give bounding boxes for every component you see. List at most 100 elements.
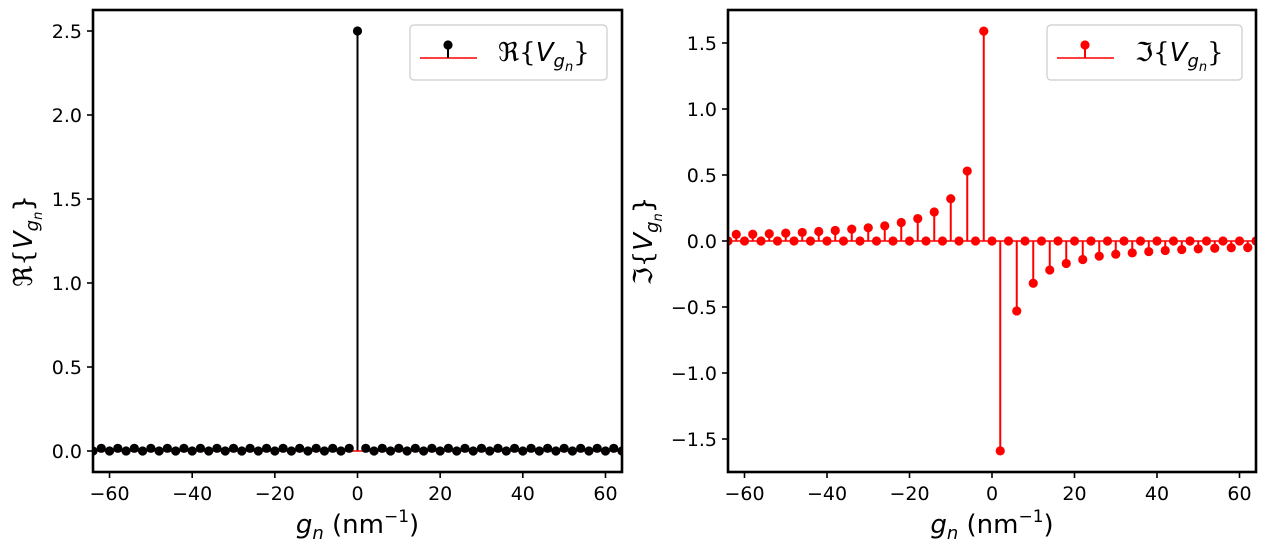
x-tick-label: 60 [1227, 483, 1251, 505]
data-point [1078, 254, 1088, 265]
data-point [781, 228, 791, 238]
data-point [253, 446, 263, 456]
y-axis-label-subsub: n [31, 212, 46, 220]
data-point [518, 446, 528, 456]
legend-label-var: V [1170, 38, 1190, 68]
data-point [344, 443, 354, 453]
x-axis-label-sup: −1 [384, 507, 409, 527]
data-point [154, 446, 164, 456]
data-point [896, 217, 906, 228]
legend-label-var: V [536, 38, 556, 68]
y-tick-label: 0.0 [687, 231, 717, 253]
legend-label-sub: g [1187, 51, 1198, 72]
y-tick-label: 2.0 [52, 105, 82, 127]
data-point [1135, 236, 1146, 246]
data-point [443, 443, 454, 453]
data-point [96, 443, 106, 453]
y-axis-label-sub: g [642, 221, 663, 232]
data-point [739, 236, 750, 246]
data-point [1053, 236, 1063, 246]
legend-box [409, 24, 608, 81]
data-point [1160, 245, 1170, 256]
data-point [1036, 236, 1047, 246]
x-tick-label: 40 [511, 483, 535, 505]
y-tick-label: 1.5 [687, 33, 717, 55]
plot-area [728, 26, 1256, 456]
x-tick-label: 20 [1062, 483, 1086, 505]
x-tick-label: −40 [172, 483, 212, 505]
data-point [237, 446, 247, 456]
y-axis-label-suffix: } [629, 197, 659, 214]
data-point [600, 446, 611, 456]
legend-marker-handle [1080, 40, 1090, 50]
y-axis-label-prefix: ℑ{ [629, 251, 659, 286]
y-tick-label: 1.0 [687, 99, 717, 121]
x-tick-label: 40 [1145, 483, 1169, 505]
data-point [245, 443, 255, 453]
data-point [394, 443, 404, 453]
data-point [427, 443, 437, 453]
data-point [113, 443, 123, 453]
y-tick-label: 1.0 [52, 273, 82, 295]
y-axis-label: ℑ{Vgn} [629, 197, 666, 286]
data-point [303, 446, 313, 456]
data-point [460, 443, 470, 453]
data-point [171, 446, 181, 456]
data-point [1119, 236, 1129, 246]
data-point [748, 229, 758, 239]
data-point [476, 443, 487, 453]
data-point [543, 443, 553, 453]
data-point [576, 443, 586, 453]
data-point [1102, 236, 1113, 246]
data-point [129, 443, 139, 453]
legend-label: ℜ{Vgn} [498, 38, 590, 75]
data-point [559, 443, 569, 453]
data-point [377, 443, 387, 453]
data-point [534, 446, 544, 456]
data-point [1144, 246, 1154, 257]
plot-area [93, 26, 622, 456]
x-axis-label-close: ) [409, 510, 419, 540]
data-point [1045, 265, 1055, 275]
x-tick-label: −60 [89, 483, 129, 505]
data-point [220, 446, 230, 456]
data-point [979, 26, 989, 36]
x-tick-label: −40 [807, 483, 847, 505]
y-tick-label: −0.5 [671, 297, 717, 319]
x-axis-label-unit: (nm [324, 510, 384, 540]
x-axis-label-unit: (nm [958, 510, 1018, 540]
legend-label-subsub: n [1199, 60, 1207, 75]
data-point [352, 26, 363, 36]
data-point [1094, 251, 1104, 261]
data-point [847, 224, 857, 234]
data-point [204, 446, 214, 456]
y-axis-label-var: V [629, 231, 659, 251]
x-tick-label: −60 [724, 483, 764, 505]
data-point [1234, 236, 1245, 246]
data-point [731, 229, 741, 239]
legend-label-prefix: ℜ{ [498, 38, 536, 68]
x-axis-label: gn (nm−1) [296, 507, 419, 544]
legend-label-subsub: n [565, 60, 573, 75]
legend-marker-handle [443, 40, 453, 50]
data-point [987, 236, 997, 246]
x-axis-label-sub: n [312, 523, 323, 544]
data-point [1218, 236, 1228, 246]
data-point [104, 446, 115, 456]
y-tick-label: 0.0 [52, 441, 82, 463]
data-point [385, 446, 396, 456]
imaginary-part-chart: −60 −40 −20 0 20 40 60 −1.5 −1.0 −0.5 0.0 0.5 1.0 1.5… [629, 8, 1258, 544]
legend: ℑ{Vgn} [1046, 24, 1243, 81]
legend-label-suffix: } [1207, 38, 1224, 68]
x-axis-label-sup: −1 [1018, 507, 1043, 527]
data-point [855, 236, 865, 246]
data-point [328, 443, 338, 453]
legend-label-sub: g [554, 51, 565, 72]
data-point [1152, 236, 1162, 246]
data-point [584, 446, 594, 456]
data-point [137, 446, 148, 456]
y-axis-label-prefix: ℜ{ [9, 249, 39, 287]
data-point [369, 446, 379, 456]
y-axis-label-subsub: n [651, 213, 666, 221]
data-point [121, 446, 131, 456]
